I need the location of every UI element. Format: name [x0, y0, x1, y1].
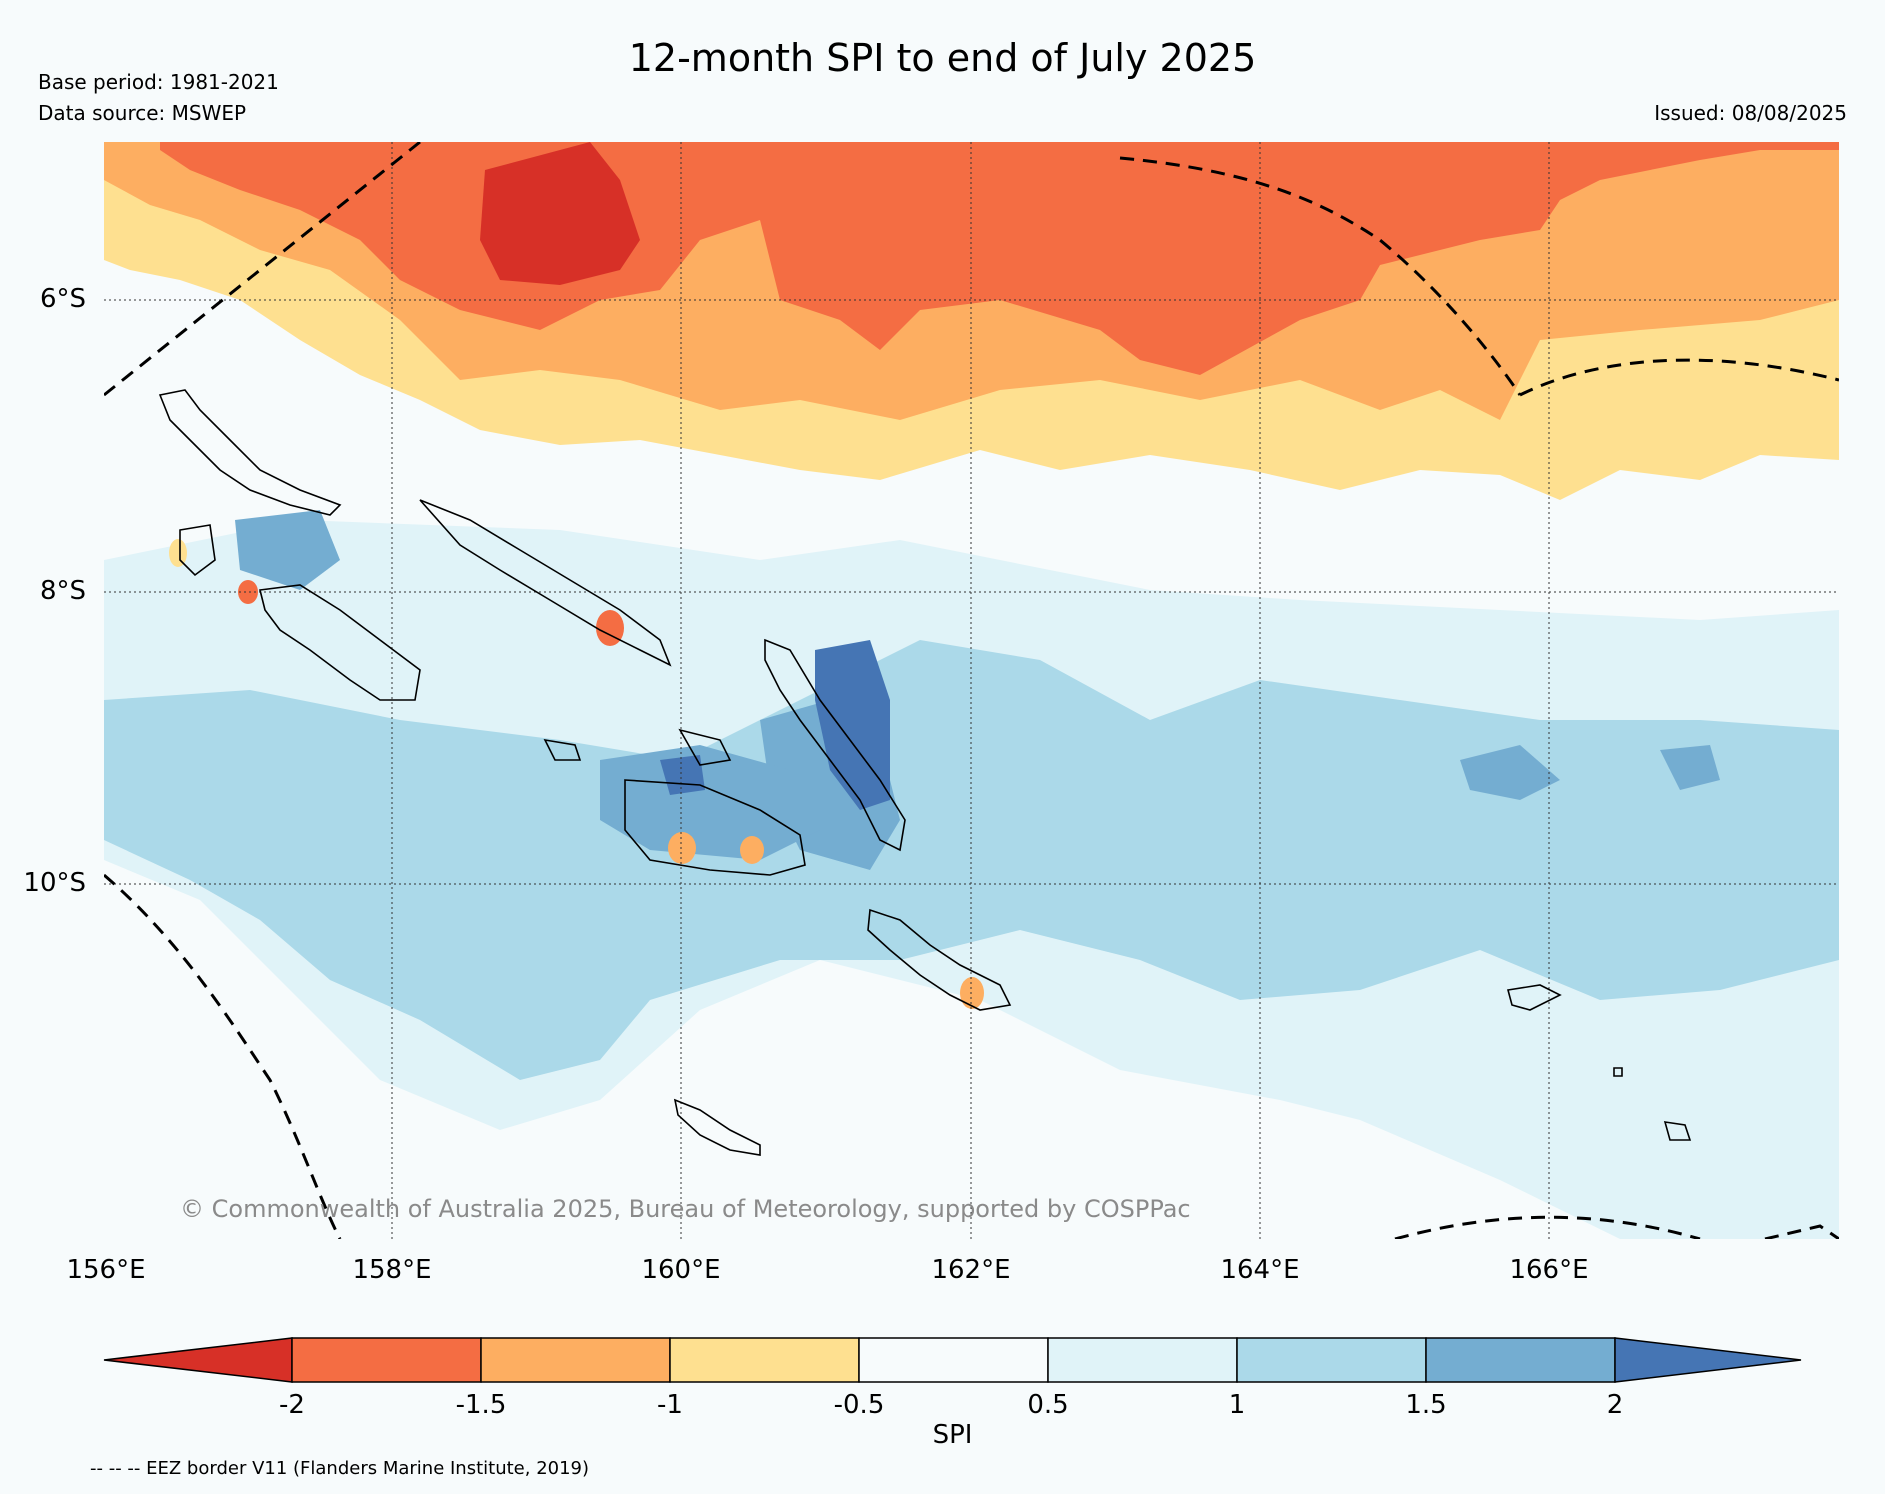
colorbar-tick: -0.5 — [814, 1390, 904, 1420]
colorbar-bin-6 — [1237, 1338, 1426, 1382]
map-area — [104, 142, 1839, 1239]
colorbar-tick: -2 — [247, 1390, 337, 1420]
lon-label-158e: 158°E — [322, 1255, 462, 1285]
lon-label-156e: 156°E — [36, 1255, 176, 1285]
colorbar-tick: -1 — [625, 1390, 715, 1420]
lon-label-164e: 164°E — [1190, 1255, 1330, 1285]
colorbar-tick: 2 — [1570, 1390, 1660, 1420]
colorbar-bin-3 — [670, 1338, 859, 1382]
colorbar-extend-high — [1615, 1338, 1801, 1382]
lon-label-166e: 166°E — [1479, 1255, 1619, 1285]
colorbar-bin-1 — [292, 1338, 481, 1382]
colorbar-tick: 1 — [1192, 1390, 1282, 1420]
lat-label-10s: 10°S — [16, 868, 86, 898]
colorbar-bin-4 — [859, 1338, 1048, 1382]
lat-label-6s: 6°S — [16, 284, 86, 314]
lat-label-8s: 8°S — [16, 576, 86, 606]
lon-label-162e: 162°E — [901, 1255, 1041, 1285]
colorbar-extend-low — [104, 1338, 292, 1382]
colorbar-label: SPI — [900, 1420, 1005, 1450]
dry-spot-6 — [169, 539, 187, 567]
colorbar-bin-2 — [481, 1338, 670, 1382]
colorbar-bin-5 — [1048, 1338, 1237, 1382]
colorbar-tick: -1.5 — [436, 1390, 526, 1420]
lon-label-160e: 160°E — [611, 1255, 751, 1285]
colorbar-tick: 0.5 — [1003, 1390, 1093, 1420]
colorbar-tick: 1.5 — [1381, 1390, 1471, 1420]
colorbar-bin-7 — [1426, 1338, 1615, 1382]
copyright-notice: © Commonwealth of Australia 2025, Bureau… — [180, 1195, 1191, 1223]
colorbar — [104, 1338, 1801, 1382]
dry-spot-5 — [960, 977, 984, 1009]
dry-spot-3 — [668, 832, 696, 864]
dry-spot-4 — [740, 836, 764, 864]
eez-legend-note: -- -- -- EEZ border V11 (Flanders Marine… — [90, 1458, 589, 1479]
